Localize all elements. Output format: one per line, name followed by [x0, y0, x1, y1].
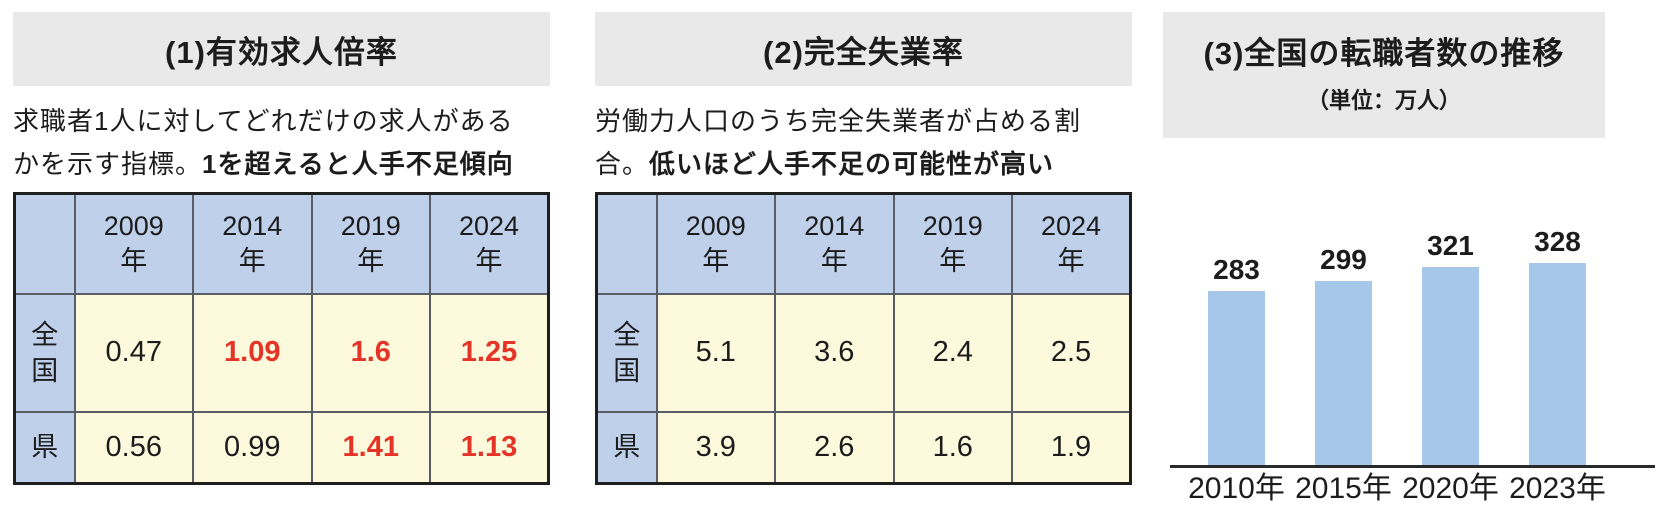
- row-label-prefecture: 県: [13, 410, 76, 485]
- year-text: 2019: [340, 210, 401, 241]
- panel1-description: 求職者1人に対してどれだけの求人がある かを示す指標。1を超えると人手不足傾向: [13, 100, 550, 186]
- x-axis-label: 2015年: [1295, 472, 1392, 505]
- bars-area: 283 299 321 328: [1170, 226, 1655, 465]
- year-text: 2014: [804, 210, 865, 241]
- year-text: 2024: [458, 210, 520, 241]
- table-cell: 0.99: [192, 410, 313, 485]
- row-label-national: 全国: [13, 292, 76, 413]
- panel1-description-line2: かを示す指標。1を超えると人手不足傾向: [13, 143, 550, 186]
- unemployment-table: 2009 年 2014 年 2019 年 2024 年 全国 5.1 3.6 2.4 2…: [595, 192, 1132, 485]
- bar-2015: [1315, 281, 1372, 465]
- table-cell: 3.6: [774, 292, 895, 413]
- table-row-national: 全国 0.47 1.09 1.6 1.25: [13, 292, 550, 413]
- year-header-cell: 2014 年: [774, 192, 895, 295]
- panel2-description-line2-bold: 低いほど人手不足の可能性が高い: [649, 149, 1055, 179]
- table-cell: 2.6: [774, 410, 895, 485]
- table-row-prefecture: 県 0.56 0.99 1.41 1.13: [13, 410, 550, 485]
- panel1-description-line1: 求職者1人に対してどれだけの求人がある: [13, 106, 514, 136]
- panel-effective-jobs-ratio: (1)有効求人倍率 求職者1人に対してどれだけの求人がある かを示す指標。1を超…: [13, 0, 550, 485]
- bar-value-label: 283: [1213, 254, 1260, 285]
- year-header-cell: 2014 年: [192, 192, 313, 295]
- jobs-ratio-header-row: 2009 年 2014 年 2019 年 2024 年: [13, 192, 550, 295]
- x-axis-label: 2023年: [1509, 472, 1606, 505]
- year-text: 2009: [685, 210, 746, 241]
- year-header-cell: 2009 年: [655, 192, 776, 295]
- table-row-national: 全国 5.1 3.6 2.4 2.5: [595, 292, 1132, 413]
- panel3-title-box: (3)全国の転職者数の推移 （単位：万人）: [1163, 12, 1605, 138]
- year-suffix: 年: [475, 245, 503, 276]
- year-text: 2009: [103, 210, 164, 241]
- jobs-ratio-table: 2009 年 2014 年 2019 年 2024 年 全国 0.47 1.09 1.6…: [13, 192, 550, 485]
- table-cell: 2.4: [892, 292, 1013, 413]
- x-axis-label: 2020年: [1402, 472, 1499, 505]
- job-changers-bar-chart: 283 299 321 328 2010年 2015年 2020年 2023年: [1170, 226, 1655, 506]
- year-suffix: 年: [820, 245, 848, 276]
- x-axis-labels: 2010年 2015年 2020年 2023年: [1170, 472, 1655, 506]
- table-cell: 1.25: [429, 292, 550, 413]
- year-header-cell: 2024 年: [429, 192, 550, 295]
- panel2-description-line1: 労働力人口のうち完全失業者が占める割: [595, 106, 1082, 136]
- year-text: 2019: [922, 210, 983, 241]
- table-cell: 1.13: [429, 410, 550, 485]
- panel-unemployment-rate: (2)完全失業率 労働力人口のうち完全失業者が占める割 合。低いほど人手不足の可…: [595, 0, 1132, 485]
- panel2-description-line2: 合。低いほど人手不足の可能性が高い: [595, 143, 1132, 186]
- year-header-cell: 2019 年: [310, 192, 431, 295]
- panel2-description: 労働力人口のうち完全失業者が占める割 合。低いほど人手不足の可能性が高い: [595, 100, 1132, 186]
- x-axis-label: 2010年: [1188, 472, 1285, 505]
- table-cell: 5.1: [655, 292, 776, 413]
- bar-group-2020: 321: [1422, 230, 1479, 465]
- table-cell: 3.9: [655, 410, 776, 485]
- corner-cell: [595, 192, 658, 295]
- panel2-title: (2)完全失業率: [763, 34, 964, 70]
- year-header-cell: 2019 年: [892, 192, 1013, 295]
- corner-cell: [13, 192, 76, 295]
- panel2-description-line2-plain: 合。: [595, 149, 650, 179]
- bar-group-2023: 328: [1529, 226, 1586, 465]
- year-suffix: 年: [1057, 245, 1085, 276]
- panel1-description-line2-bold: 1を超えると人手不足傾向: [202, 149, 514, 179]
- panel3-title: (3)全国の転職者数の推移: [1203, 36, 1565, 71]
- year-suffix: 年: [357, 245, 385, 276]
- year-suffix: 年: [238, 245, 266, 276]
- bar-group-2015: 299: [1315, 244, 1372, 465]
- table-cell: 1.6: [892, 410, 1013, 485]
- row-label-prefecture: 県: [595, 410, 658, 485]
- bar-group-2010: 283: [1208, 254, 1265, 465]
- row-label-national: 全国: [595, 292, 658, 413]
- year-text: 2024: [1040, 210, 1102, 241]
- year-suffix: 年: [702, 245, 730, 276]
- bar-value-label: 328: [1534, 226, 1581, 257]
- table-cell: 0.56: [73, 410, 194, 485]
- unemployment-header-row: 2009 年 2014 年 2019 年 2024 年: [595, 192, 1132, 295]
- panel3-unit-label: （単位：万人）: [1306, 88, 1461, 113]
- year-text: 2014: [222, 210, 283, 241]
- year-header-cell: 2009 年: [73, 192, 194, 295]
- table-cell: 1.9: [1011, 410, 1132, 485]
- year-suffix: 年: [120, 245, 148, 276]
- table-cell: 2.5: [1011, 292, 1132, 413]
- bar-value-label: 321: [1427, 230, 1474, 261]
- table-row-prefecture: 県 3.9 2.6 1.6 1.9: [595, 410, 1132, 485]
- panel1-description-line2-plain: かを示す指標。: [13, 149, 203, 179]
- table-cell: 1.41: [310, 410, 431, 485]
- table-cell: 1.09: [192, 292, 313, 413]
- year-suffix: 年: [939, 245, 967, 276]
- table-cell: 1.6: [310, 292, 431, 413]
- year-header-cell: 2024 年: [1011, 192, 1132, 295]
- bar-2023: [1529, 263, 1586, 465]
- panel1-title-box: (1)有効求人倍率: [13, 12, 550, 86]
- x-axis-line: [1170, 465, 1655, 468]
- panel2-title-box: (2)完全失業率: [595, 12, 1132, 86]
- panel1-title: (1)有効求人倍率: [165, 34, 398, 70]
- table-cell: 0.47: [73, 292, 194, 413]
- bar-value-label: 299: [1320, 244, 1367, 275]
- bar-2020: [1422, 267, 1479, 465]
- bar-2010: [1208, 291, 1265, 465]
